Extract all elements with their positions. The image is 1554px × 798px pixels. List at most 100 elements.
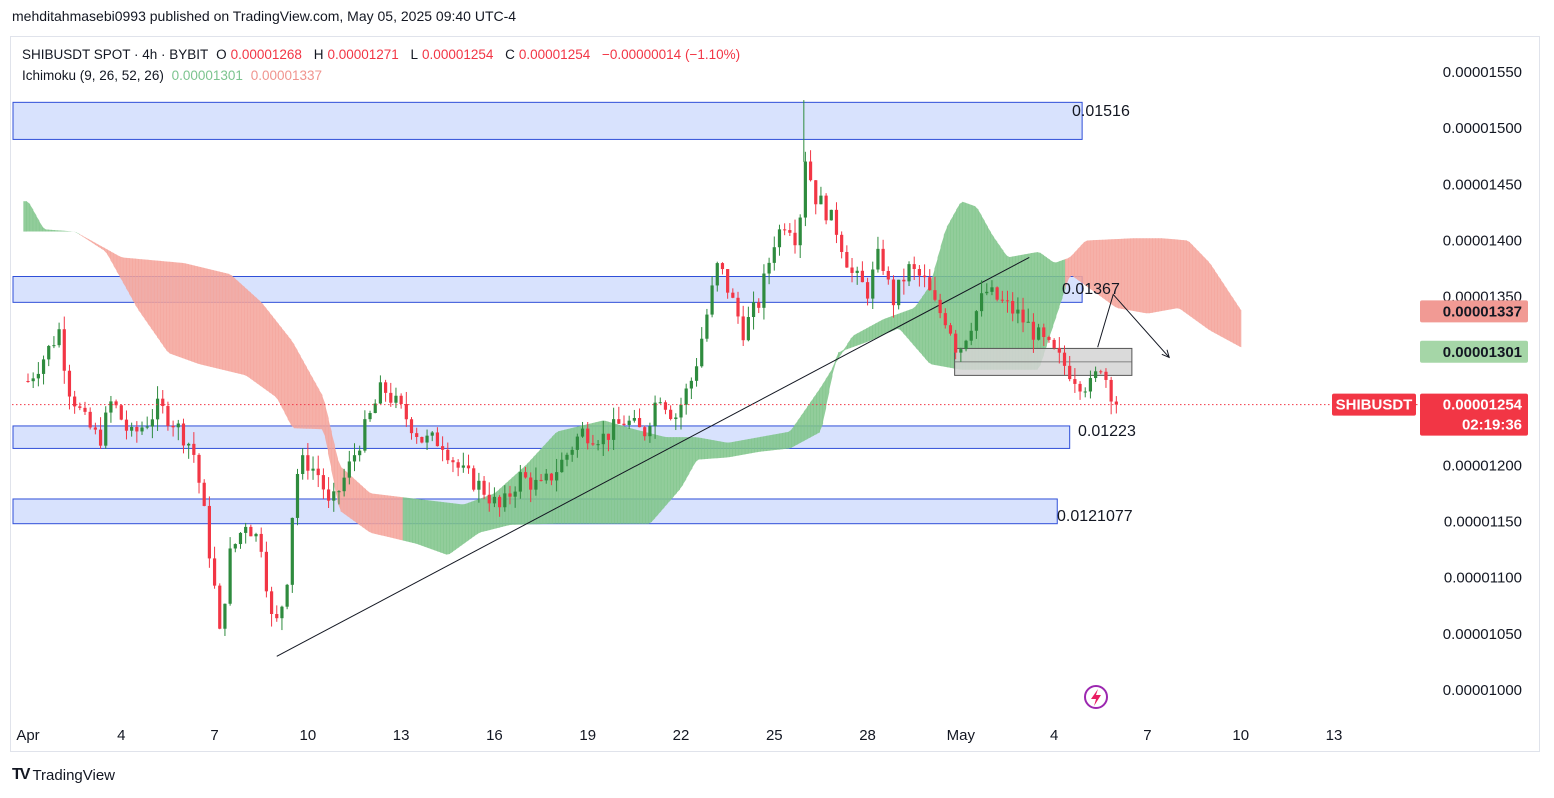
ichimoku-cloud-segment: [147, 259, 152, 329]
ichimoku-cloud-segment: [778, 432, 783, 450]
candle-body: [772, 247, 776, 263]
candle-body: [187, 443, 191, 446]
ichimoku-cloud-segment: [166, 261, 171, 354]
candle-body: [871, 269, 875, 299]
candle-body: [332, 491, 336, 501]
candle-body: [1088, 378, 1093, 392]
ichimoku-cloud-segment: [667, 437, 671, 504]
ichimoku-cloud-segment: [197, 266, 202, 365]
candle-body: [1104, 371, 1108, 380]
ichimoku-cloud-segment: [1096, 239, 1100, 296]
candle-body: [912, 264, 916, 270]
ichimoku-cloud-segment: [1114, 238, 1119, 309]
ichimoku-cloud-segment: [433, 501, 438, 552]
ichimoku-cloud-segment: [1232, 298, 1237, 345]
ichimoku-cloud-segment: [825, 373, 830, 408]
ichimoku-cloud-segment: [88, 239, 93, 243]
ichimoku-cloud-segment: [300, 355, 304, 429]
ichimoku-cloud-segment: [719, 441, 724, 458]
candle-body: [705, 314, 709, 339]
ichimoku-cloud-segment: [604, 420, 609, 524]
candle-body: [959, 349, 963, 353]
ichimoku-cloud-segment: [828, 368, 833, 393]
candle-body: [415, 433, 419, 437]
candle-body: [1026, 321, 1030, 323]
open-label: O: [216, 47, 227, 62]
candle-body: [466, 465, 471, 469]
ichimoku-cloud-segment: [673, 437, 677, 497]
ichimoku-cloud-segment: [293, 344, 298, 429]
candle-body: [891, 279, 896, 306]
candle-body: [104, 412, 108, 446]
ichimoku-cloud-segment: [150, 260, 155, 333]
candle-body: [358, 450, 362, 456]
ichimoku-cloud-segment: [203, 267, 208, 367]
ichimoku-cloud-segment: [834, 352, 839, 364]
candle-body: [425, 435, 429, 443]
ichimoku-cloud-segment: [321, 395, 326, 438]
candle-body: [601, 433, 605, 445]
candle-body: [767, 262, 771, 274]
ichimoku-cloud-segment: [66, 230, 71, 232]
ichimoku-cloud-segment: [60, 230, 65, 232]
candle-body: [1005, 300, 1010, 302]
ichimoku-cloud-segment: [129, 258, 133, 300]
ichimoku-cloud-segment: [1180, 239, 1184, 312]
ichimoku-cloud-segment: [153, 260, 158, 338]
candle-body: [290, 517, 294, 585]
candle-body: [523, 472, 528, 478]
chart-frame[interactable]: [10, 36, 1540, 752]
ichimoku-cloud-segment: [1214, 270, 1218, 335]
candle-body: [1036, 327, 1041, 340]
ichimoku-cloud-segment: [965, 202, 970, 370]
candle-body: [586, 428, 590, 444]
ichimoku-cloud-segment: [41, 226, 46, 232]
low-value: 0.00001254: [422, 47, 494, 62]
ichimoku-cloud-segment: [928, 279, 932, 365]
ichimoku-cloud-segment: [35, 215, 40, 232]
candle-body: [865, 282, 870, 299]
ichimoku-cloud-segment: [1173, 239, 1178, 309]
ichimoku-cloud-segment: [244, 286, 248, 377]
ichimoku-cloud-segment: [813, 393, 817, 436]
ichimoku-cloud-segment: [237, 281, 242, 375]
indicator-label[interactable]: Ichimoku (9, 26, 52, 26): [22, 68, 164, 83]
ichimoku-cloud-segment: [906, 309, 911, 341]
ichimoku-cloud-segment: [1046, 257, 1051, 346]
ichimoku-cloud-segment: [328, 418, 332, 470]
ichimoku-cloud-segment: [262, 304, 267, 390]
ichimoku-cloud-segment: [1080, 242, 1085, 285]
indicator-value-1: 0.00001301: [171, 68, 243, 83]
x-tick-label: 4: [117, 727, 125, 744]
ichimoku-cloud-segment: [626, 427, 631, 524]
ichimoku-cloud-segment: [1127, 238, 1131, 311]
candle-body: [549, 473, 554, 481]
ichimoku-cloud-segment: [424, 499, 429, 548]
ichimoku-cloud-segment: [803, 406, 808, 441]
ichimoku-cloud-segment: [275, 320, 279, 401]
ichimoku-cloud-segment: [688, 437, 693, 474]
ichimoku-cloud-segment: [545, 439, 550, 524]
candle-body: [829, 209, 833, 221]
symbol-label[interactable]: SHIBUSDT SPOT · 4h · BYBIT: [22, 47, 209, 62]
ichimoku-cloud-segment: [894, 314, 898, 331]
candle-body: [197, 454, 201, 483]
candle-body: [1078, 383, 1082, 392]
ichimoku-cloud-segment: [810, 397, 814, 438]
ichimoku-cloud-segment: [729, 441, 733, 458]
tradingview-brand[interactable]: TV TradingView: [12, 766, 115, 784]
ohlc-row: SHIBUSDT SPOT · 4h · BYBIT O 0.00001268 H…: [22, 44, 744, 65]
candle-body: [477, 480, 481, 490]
ichimoku-cloud-segment: [1211, 265, 1215, 333]
price-tag-value: 0.00001254: [1443, 397, 1523, 414]
ichimoku-cloud-segment: [1071, 252, 1075, 278]
ichimoku-cloud-segment: [377, 494, 382, 536]
candle-body: [669, 409, 673, 420]
ichimoku-cloud-segment: [642, 431, 646, 524]
ichimoku-cloud-segment: [194, 265, 199, 364]
ichimoku-cloud-segment: [514, 472, 519, 525]
y-tick-label: 0.00001150: [1444, 513, 1522, 530]
x-tick-label: 4: [1050, 727, 1058, 744]
low-label: L: [410, 47, 419, 62]
